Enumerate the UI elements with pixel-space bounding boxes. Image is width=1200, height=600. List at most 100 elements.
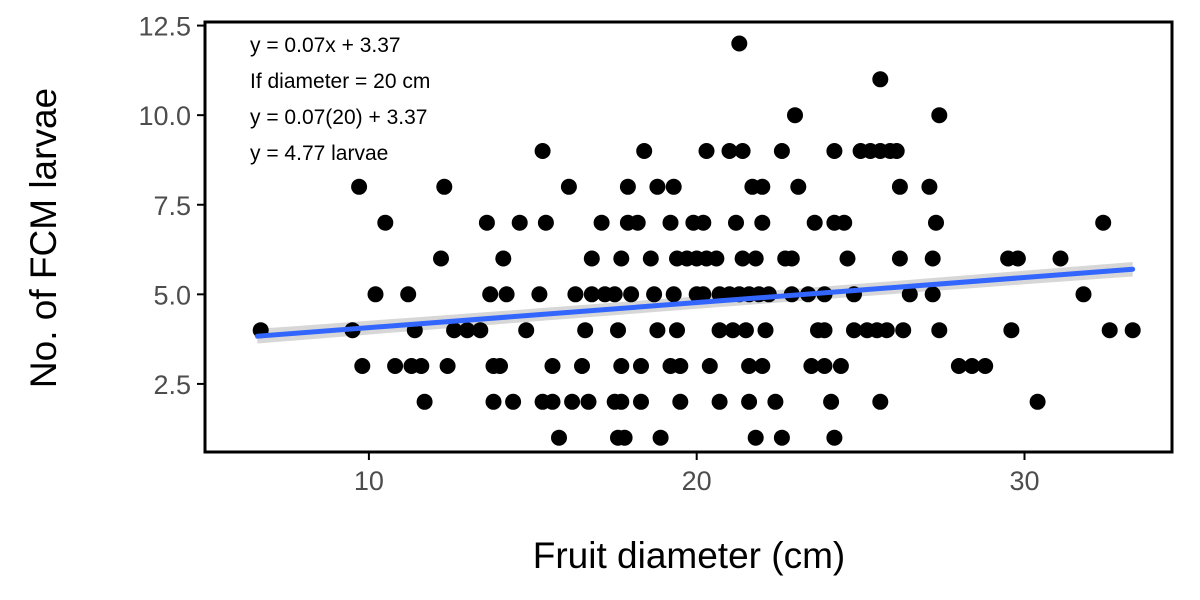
data-point bbox=[872, 71, 889, 88]
data-point bbox=[924, 250, 941, 267]
plot-frame bbox=[203, 20, 1174, 454]
data-point bbox=[728, 214, 744, 231]
data-point bbox=[478, 214, 495, 231]
data-point bbox=[977, 358, 994, 374]
data-point bbox=[754, 178, 771, 195]
data-point bbox=[472, 322, 489, 339]
data-point bbox=[580, 393, 597, 410]
data-point bbox=[413, 358, 430, 374]
data-point bbox=[574, 358, 590, 374]
data-point bbox=[646, 286, 663, 303]
data-point bbox=[665, 286, 682, 303]
data-point bbox=[921, 178, 938, 195]
y-tick-label: 5.0 bbox=[153, 280, 191, 310]
data-point bbox=[1101, 322, 1118, 339]
y-tick-label: 7.5 bbox=[153, 191, 191, 221]
data-point bbox=[544, 393, 561, 410]
data-point bbox=[928, 214, 944, 231]
data-point bbox=[531, 286, 548, 303]
data-point bbox=[836, 214, 853, 231]
data-point bbox=[823, 393, 840, 410]
data-point bbox=[816, 322, 833, 339]
data-point bbox=[665, 178, 682, 195]
data-point bbox=[567, 286, 584, 303]
data-point bbox=[737, 322, 754, 339]
data-point bbox=[783, 250, 800, 267]
data-points bbox=[252, 35, 1141, 446]
data-point bbox=[803, 358, 820, 374]
data-point bbox=[701, 358, 718, 374]
data-point bbox=[511, 214, 528, 231]
data-point bbox=[790, 178, 807, 195]
data-point bbox=[878, 322, 895, 339]
data-point bbox=[534, 143, 551, 159]
data-point bbox=[826, 143, 843, 159]
data-point bbox=[652, 429, 669, 446]
y-axis-ticks: 2.5 5.0 7.5 10.0 12.5 bbox=[138, 12, 205, 400]
x-axis-ticks: 10 20 30 bbox=[354, 452, 1040, 496]
data-point bbox=[826, 429, 843, 446]
data-point bbox=[606, 286, 623, 303]
data-point bbox=[787, 107, 803, 124]
data-point bbox=[754, 214, 771, 231]
data-point bbox=[672, 358, 689, 374]
data-point bbox=[367, 286, 384, 303]
y-tick-label: 12.5 bbox=[138, 12, 191, 42]
data-point bbox=[1075, 286, 1092, 303]
data-point bbox=[773, 429, 790, 446]
data-point bbox=[492, 358, 508, 374]
data-point bbox=[741, 393, 758, 410]
data-point bbox=[623, 286, 640, 303]
data-point bbox=[485, 393, 502, 410]
annotation-line: y = 0.07(20) + 3.37 bbox=[250, 106, 427, 129]
data-point bbox=[482, 286, 499, 303]
annotation-line: If diameter = 20 cm bbox=[250, 70, 430, 93]
data-point bbox=[724, 322, 741, 339]
y-tick-label: 2.5 bbox=[153, 370, 191, 400]
data-point bbox=[544, 358, 561, 374]
data-point bbox=[832, 358, 849, 374]
data-point bbox=[613, 393, 630, 410]
data-point bbox=[721, 143, 738, 159]
data-point bbox=[613, 358, 630, 374]
data-point bbox=[436, 178, 453, 195]
data-point bbox=[610, 322, 626, 339]
plot-border bbox=[203, 20, 1174, 454]
x-tick-label: 30 bbox=[1009, 466, 1039, 496]
data-point bbox=[619, 178, 636, 195]
annotation-line: y = 4.77 larvae bbox=[250, 142, 388, 165]
data-point bbox=[446, 322, 463, 339]
data-point bbox=[734, 143, 751, 159]
data-point bbox=[964, 358, 980, 374]
data-point bbox=[672, 393, 689, 410]
data-point bbox=[741, 358, 758, 374]
data-point bbox=[560, 178, 577, 195]
trend-line bbox=[254, 266, 1136, 339]
data-point bbox=[583, 286, 600, 303]
data-point bbox=[633, 358, 649, 374]
data-point bbox=[387, 358, 404, 374]
data-point bbox=[1003, 322, 1020, 339]
data-point bbox=[872, 393, 889, 410]
data-point bbox=[1124, 322, 1141, 339]
data-point bbox=[846, 322, 862, 339]
data-point bbox=[577, 322, 594, 339]
data-point bbox=[891, 178, 908, 195]
data-point bbox=[711, 393, 728, 410]
x-axis-title: Fruit diameter (cm) bbox=[533, 535, 845, 576]
data-point bbox=[754, 358, 771, 374]
data-point bbox=[669, 322, 685, 339]
data-point bbox=[633, 393, 649, 410]
data-point bbox=[505, 393, 522, 410]
data-point bbox=[662, 214, 679, 231]
data-point bbox=[649, 322, 666, 339]
data-point bbox=[649, 178, 666, 195]
data-point bbox=[629, 214, 646, 231]
data-point bbox=[636, 143, 653, 159]
data-point bbox=[1029, 393, 1046, 410]
data-point bbox=[416, 393, 433, 410]
data-point bbox=[757, 322, 774, 339]
data-point bbox=[642, 250, 659, 267]
data-point bbox=[354, 358, 371, 374]
data-point bbox=[711, 322, 728, 339]
